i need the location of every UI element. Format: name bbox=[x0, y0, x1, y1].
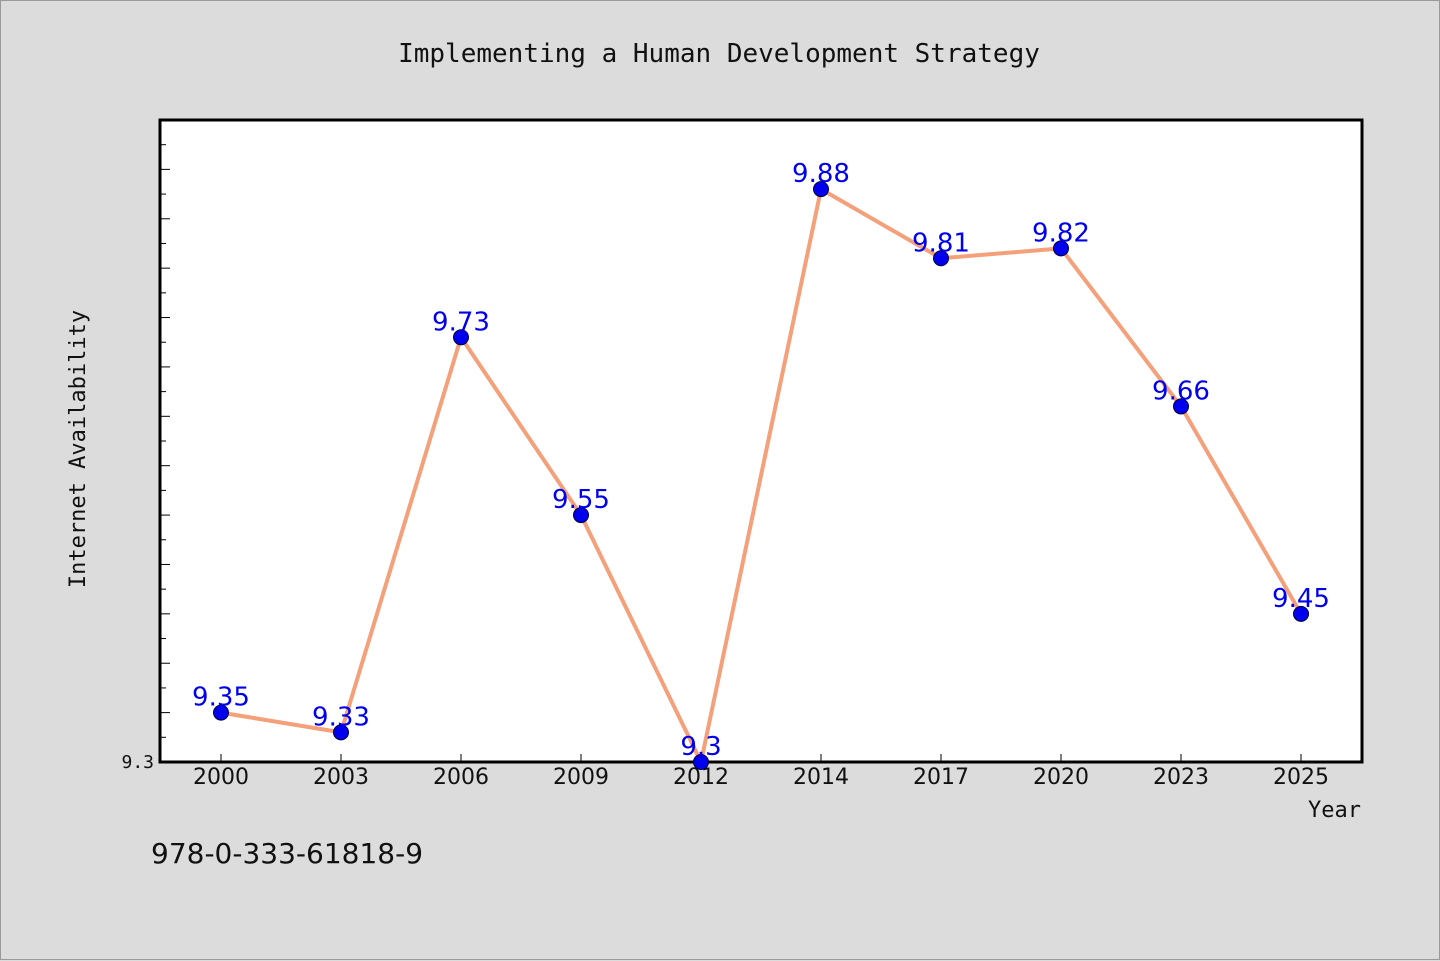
series-line bbox=[220, 187, 1303, 764]
data-point-marker bbox=[573, 507, 589, 524]
x-tick-label: 2014 bbox=[793, 765, 849, 790]
y-axis-ticks: 9.3 bbox=[121, 119, 170, 773]
data-point-marker bbox=[693, 754, 709, 770]
x-tick-label: 2009 bbox=[553, 765, 609, 790]
data-point-marker bbox=[453, 329, 469, 346]
data-point-label: 9.66 bbox=[1152, 376, 1210, 406]
data-markers bbox=[213, 181, 1309, 770]
data-point-marker bbox=[333, 724, 349, 741]
data-point-marker bbox=[813, 181, 829, 198]
data-point-label: 9.3 bbox=[680, 732, 721, 762]
data-labels: 9.35 9.33 9.73 9.55 9.3 9.88 9.81 9.82 9.66 9.45 bbox=[192, 159, 1330, 762]
x-axis-label: Year bbox=[1308, 798, 1361, 823]
y-tick-label: 9.3 bbox=[121, 752, 154, 773]
x-tick-label: 2003 bbox=[313, 765, 369, 790]
plot-area bbox=[158, 118, 1364, 764]
data-point-marker bbox=[1293, 605, 1309, 622]
chart-title: Implementing a Human Development Strateg… bbox=[398, 39, 1040, 69]
x-tick-label: 2025 bbox=[1273, 765, 1329, 790]
data-point-label: 9.82 bbox=[1032, 218, 1090, 248]
data-point-label: 9.88 bbox=[792, 159, 850, 189]
x-tick-label: 2017 bbox=[913, 765, 969, 790]
data-point-label: 9.45 bbox=[1272, 584, 1330, 614]
data-point-label: 9.35 bbox=[192, 683, 250, 713]
x-tick-label: 2023 bbox=[1153, 765, 1209, 790]
data-point-marker bbox=[1173, 398, 1189, 415]
x-tick-label: 2000 bbox=[193, 765, 249, 790]
x-tick-label: 2020 bbox=[1033, 765, 1089, 790]
data-point-label: 9.55 bbox=[552, 485, 610, 515]
y-axis-label: Internet Availability bbox=[66, 310, 91, 588]
data-point-label: 9.73 bbox=[432, 307, 490, 337]
x-tick-label: 2006 bbox=[433, 765, 489, 790]
data-point-label: 9.33 bbox=[312, 702, 370, 732]
isbn-footer-text: 978-0-333-61818-9 bbox=[151, 837, 423, 870]
data-point-label: 9.81 bbox=[912, 228, 970, 258]
data-point-marker bbox=[933, 250, 949, 267]
data-point-marker bbox=[213, 704, 229, 721]
data-point-marker bbox=[1053, 240, 1069, 257]
